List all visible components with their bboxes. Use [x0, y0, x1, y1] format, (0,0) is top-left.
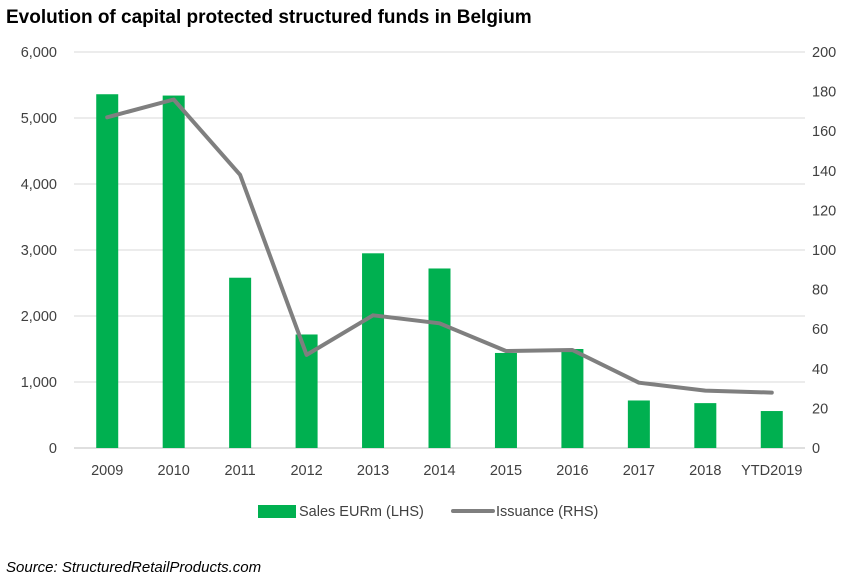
- x-tick-label: 2016: [556, 463, 588, 479]
- issuance-line-group: [105, 97, 774, 395]
- legend: Sales EURm (LHS) Issuance (RHS): [258, 504, 598, 520]
- chart-title: Evolution of capital protected structure…: [6, 7, 532, 28]
- right-tick-label: 140: [812, 164, 836, 180]
- right-tick-label: 100: [812, 243, 836, 259]
- left-axis: 0 1,000 2,000 3,000 4,000 5,000 6,000: [21, 45, 57, 457]
- left-tick-label: 5,000: [21, 111, 57, 127]
- legend-label-issuance: Issuance (RHS): [496, 504, 598, 520]
- bar: [96, 94, 119, 449]
- x-tick-label: 2013: [357, 463, 389, 479]
- bar: [627, 400, 650, 448]
- legend-label-sales: Sales EURm (LHS): [299, 504, 424, 520]
- left-tick-label: 3,000: [21, 243, 57, 259]
- bar: [362, 253, 385, 448]
- bar: [760, 411, 783, 448]
- bar: [561, 349, 584, 448]
- right-tick-label: 0: [812, 441, 820, 457]
- bar: [229, 277, 252, 448]
- source-note: Source: StructuredRetailProducts.com: [6, 559, 262, 576]
- x-tick-label: YTD2019: [741, 463, 802, 479]
- x-tick-label: 2010: [158, 463, 190, 479]
- left-tick-label: 2,000: [21, 309, 57, 325]
- x-tick-label: 2018: [689, 463, 721, 479]
- right-tick-label: 60: [812, 322, 828, 338]
- right-tick-label: 160: [812, 124, 836, 140]
- x-tick-label: 2015: [490, 463, 522, 479]
- x-tick-label: 2017: [623, 463, 655, 479]
- left-tick-label: 0: [49, 441, 57, 457]
- x-tick-label: 2009: [91, 463, 123, 479]
- sales-bars: [96, 94, 783, 449]
- x-tick-label: 2014: [423, 463, 455, 479]
- right-tick-label: 120: [812, 203, 836, 219]
- bar: [162, 95, 185, 448]
- left-tick-label: 4,000: [21, 177, 57, 193]
- left-tick-label: 1,000: [21, 375, 57, 391]
- bar: [295, 334, 318, 448]
- right-tick-label: 180: [812, 85, 836, 101]
- right-axis: 0 20 40 60 80 100 120 140 160 180 200: [812, 45, 836, 457]
- x-tick-label: 2011: [225, 463, 256, 479]
- legend-swatch-sales: [258, 505, 296, 518]
- bar: [694, 403, 717, 448]
- right-tick-label: 80: [812, 283, 828, 299]
- x-axis: 2009 2010 2011 2012 2013 2014 2015 2016 2017 2018…: [91, 463, 802, 479]
- bar: [428, 268, 451, 448]
- right-tick-label: 200: [812, 45, 836, 61]
- right-tick-label: 40: [812, 362, 828, 378]
- left-tick-label: 6,000: [21, 45, 57, 61]
- bar: [494, 352, 517, 448]
- x-tick-label: 2012: [290, 463, 322, 479]
- right-tick-label: 20: [812, 401, 828, 417]
